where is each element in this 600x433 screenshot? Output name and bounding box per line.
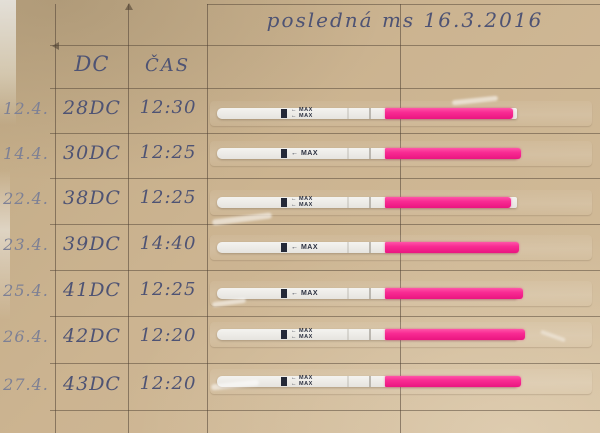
grid-line-vertical xyxy=(128,4,129,433)
strip-test-line xyxy=(347,197,349,208)
max-arrow-label: ← MAX xyxy=(291,380,313,387)
grid-line-horizontal xyxy=(50,363,600,364)
test-strip: ← MAX ← MAX xyxy=(217,375,521,387)
strip-ink-block xyxy=(281,109,287,118)
row-dc-value: 38DC xyxy=(63,187,121,209)
row-dc-value: 42DC xyxy=(63,325,121,347)
max-arrow-label: ← MAX xyxy=(291,201,313,208)
test-strip: ← MAX xyxy=(217,148,521,159)
max-arrow-label: ← MAX xyxy=(291,375,313,381)
row-time-value: 12:25 xyxy=(139,187,197,208)
row-date: 27.4. xyxy=(3,375,49,394)
row-dc-value: 39DC xyxy=(63,233,121,255)
strip-test-line xyxy=(347,242,349,253)
grid-line-horizontal xyxy=(50,88,600,89)
test-strip: ← MAX ← MAX xyxy=(217,107,517,119)
strip-pink-handle xyxy=(385,197,511,208)
max-arrow-label: ← MAX xyxy=(291,196,313,202)
strip-ink-block xyxy=(281,198,287,207)
strip-pink-handle xyxy=(385,108,513,119)
grid-line-horizontal xyxy=(50,45,600,46)
row-date: 23.4. xyxy=(3,235,49,254)
drawn-arrow-left-icon xyxy=(52,42,59,50)
grid-line-horizontal xyxy=(50,178,600,179)
row-time-value: 12:20 xyxy=(139,373,197,394)
strip-control-line xyxy=(369,376,371,387)
row-time-value: 12:25 xyxy=(139,142,197,163)
strip-control-line xyxy=(369,197,371,208)
strip-control-line xyxy=(369,108,371,119)
strip-control-line xyxy=(369,329,371,340)
grid-line-horizontal xyxy=(50,224,600,225)
strip-pink-handle xyxy=(385,242,519,253)
strip-ink-block xyxy=(281,377,287,386)
strip-ink-block xyxy=(281,243,287,252)
strip-pink-handle xyxy=(385,148,521,159)
grid-line-vertical xyxy=(400,4,401,433)
max-arrow-label: ← MAX xyxy=(291,150,318,157)
column-header-cas: ČAS xyxy=(144,55,191,76)
board-edge-highlight xyxy=(0,0,16,125)
grid-line-vertical xyxy=(207,4,208,433)
row-time-value: 12:20 xyxy=(139,325,197,346)
max-arrow-label: ← MAX xyxy=(291,107,313,113)
max-arrow-label: ← MAX xyxy=(291,244,318,251)
row-dc-value: 43DC xyxy=(63,373,121,395)
row-dc-value: 28DC xyxy=(63,97,121,119)
test-strip: ← MAX xyxy=(217,288,523,299)
strip-test-line xyxy=(347,288,349,299)
strip-ink-block xyxy=(281,330,287,339)
row-time-value: 12:30 xyxy=(139,97,197,118)
test-strip: ← MAX ← MAX xyxy=(217,196,517,208)
test-strip: ← MAX ← MAX xyxy=(217,328,525,340)
row-dc-value: 30DC xyxy=(63,142,121,164)
strip-control-line xyxy=(369,148,371,159)
row-time-value: 12:25 xyxy=(139,279,197,300)
page-title: posledná ms 16.3.2016 xyxy=(266,8,544,32)
row-date: 26.4. xyxy=(3,327,49,346)
row-date: 12.4. xyxy=(3,99,49,118)
row-dc-value: 41DC xyxy=(63,279,121,301)
grid-line-horizontal xyxy=(207,4,600,5)
strip-test-line xyxy=(347,376,349,387)
grid-line-vertical xyxy=(55,4,56,433)
strip-pink-handle xyxy=(385,288,523,299)
strip-control-line xyxy=(369,242,371,253)
row-time-value: 14:40 xyxy=(139,233,197,254)
column-header-dc: DC xyxy=(74,52,110,76)
row-date: 22.4. xyxy=(3,189,49,208)
max-arrow-label: ← MAX xyxy=(291,328,313,334)
grid-line-horizontal xyxy=(50,316,600,317)
strip-test-line xyxy=(347,329,349,340)
max-arrow-label: ← MAX xyxy=(291,333,313,340)
strip-pink-handle xyxy=(385,329,525,340)
row-date: 25.4. xyxy=(3,281,49,300)
grid-line-horizontal xyxy=(50,270,600,271)
strip-ink-block xyxy=(281,149,287,158)
test-strip: ← MAX xyxy=(217,242,519,253)
grid-line-horizontal xyxy=(50,410,600,411)
grid-line-horizontal xyxy=(50,133,600,134)
drawn-arrow-up-icon xyxy=(125,3,133,10)
board-edge-highlight xyxy=(0,170,10,320)
strip-pink-handle xyxy=(385,376,521,387)
max-arrow-label: ← MAX xyxy=(291,290,318,297)
strip-test-line xyxy=(347,108,349,119)
row-date: 14.4. xyxy=(3,144,49,163)
strip-ink-block xyxy=(281,289,287,298)
strip-control-line xyxy=(369,288,371,299)
strip-test-line xyxy=(347,148,349,159)
max-arrow-label: ← MAX xyxy=(291,112,313,119)
